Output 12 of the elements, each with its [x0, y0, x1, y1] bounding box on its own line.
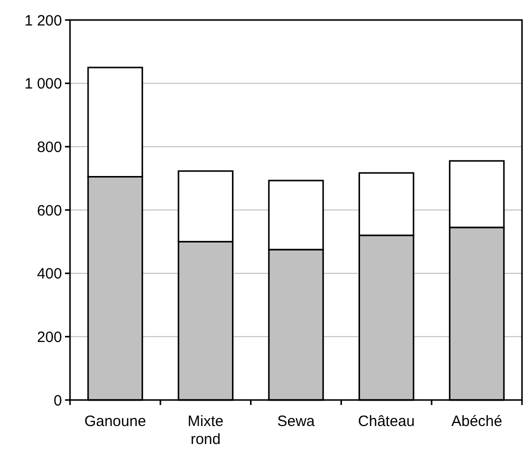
y-tick-label: 400	[36, 266, 62, 283]
y-tick-label: 600	[36, 202, 62, 220]
y-tick-label: 800	[36, 138, 62, 156]
x-tick-label: Château	[358, 413, 415, 430]
y-tick-label: 200	[36, 328, 62, 346]
y-tick-label: 1 000	[24, 76, 62, 93]
x-tick-label: Mixte rond	[188, 413, 224, 448]
x-tick-label: Ganoune	[84, 413, 146, 430]
y-tick-label: 0	[54, 392, 62, 410]
x-tick-label: Abéché	[451, 413, 502, 430]
y-tick-label: 1 200	[24, 12, 62, 30]
x-tick-label: Sewa	[277, 413, 316, 430]
